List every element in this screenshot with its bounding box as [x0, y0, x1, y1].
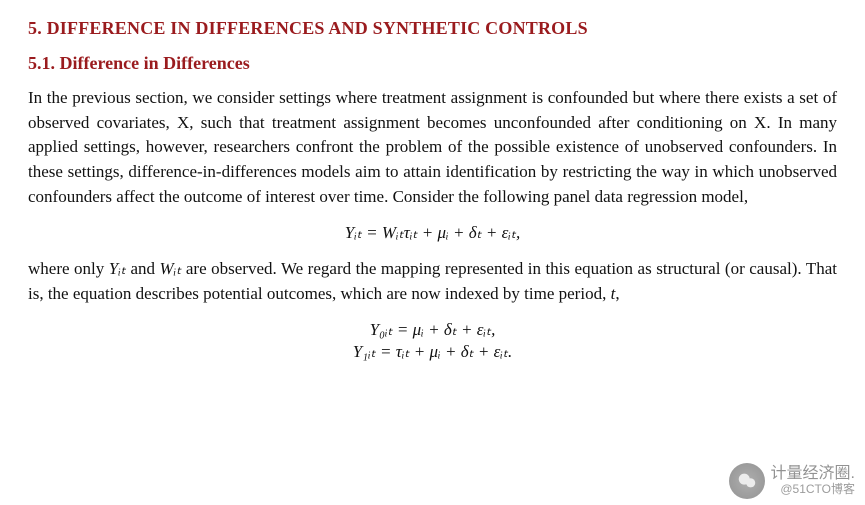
equation-2-line-2: Y₁ᵢₜ = τᵢₜ + μᵢ + δₜ + εᵢₜ.: [28, 342, 837, 362]
watermark-main: 计量经济圈.: [771, 466, 855, 483]
paragraph-1: In the previous section, we consider set…: [28, 86, 837, 209]
paragraph-2: where only Yᵢₜ and Wᵢₜ are observed. We …: [28, 257, 837, 306]
watermark: 计量经济圈. @51CTO博客: [729, 463, 855, 499]
para2-var-w: Wᵢₜ: [160, 259, 182, 278]
subsection-heading: 5.1. Difference in Differences: [28, 53, 837, 74]
watermark-sub: @51CTO博客: [780, 483, 855, 496]
equation-1-line: Yᵢₜ = Wᵢₜτᵢₜ + μᵢ + δₜ + εᵢₜ,: [28, 223, 837, 243]
para2-text-end: ,: [615, 284, 619, 303]
chat-bubble-icon: [736, 470, 758, 492]
para2-text-pre: where only: [28, 259, 109, 278]
watermark-text: 计量经济圈. @51CTO博客: [771, 466, 855, 495]
para2-text-mid1: and: [126, 259, 160, 278]
document-page: 5. DIFFERENCE IN DIFFERENCES AND SYNTHET…: [0, 0, 865, 362]
section-heading: 5. DIFFERENCE IN DIFFERENCES AND SYNTHET…: [28, 18, 837, 39]
equation-1: Yᵢₜ = Wᵢₜτᵢₜ + μᵢ + δₜ + εᵢₜ,: [28, 223, 837, 243]
para2-var-y: Yᵢₜ: [109, 259, 126, 278]
equation-2: Y₀ᵢₜ = μᵢ + δₜ + εᵢₜ, Y₁ᵢₜ = τᵢₜ + μᵢ + …: [28, 320, 837, 362]
equation-2-line-1: Y₀ᵢₜ = μᵢ + δₜ + εᵢₜ,: [28, 320, 837, 340]
wechat-icon: [729, 463, 765, 499]
